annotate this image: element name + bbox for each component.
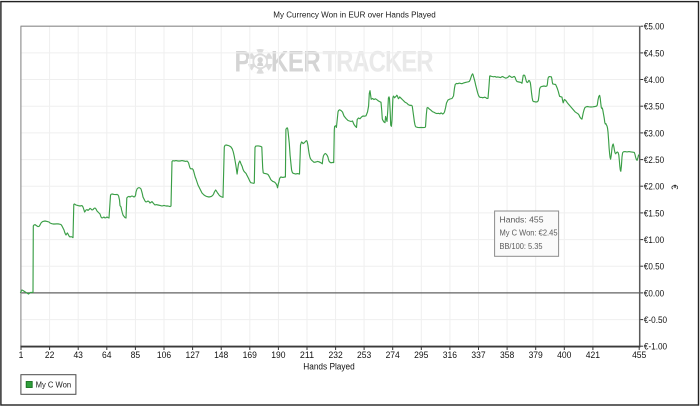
svg-text:My Currency Won in EUR over Ha: My Currency Won in EUR over Hands Played xyxy=(273,9,436,19)
svg-text:€3.00: €3.00 xyxy=(644,128,664,138)
svg-text:€5.00: €5.00 xyxy=(644,22,664,32)
svg-text:232: 232 xyxy=(328,350,342,360)
svg-text:1: 1 xyxy=(19,350,24,360)
svg-text:My C Won: My C Won xyxy=(36,380,72,390)
svg-text:€4.00: €4.00 xyxy=(644,75,664,85)
svg-text:421: 421 xyxy=(586,350,600,360)
svg-text:TRACKER: TRACKER xyxy=(323,44,434,78)
svg-text:KER: KER xyxy=(271,44,321,78)
svg-text:316: 316 xyxy=(443,350,457,360)
svg-text:€0.50: €0.50 xyxy=(644,262,664,272)
svg-text:455: 455 xyxy=(632,350,646,360)
svg-text:€-1.00: €-1.00 xyxy=(644,342,667,352)
svg-text:274: 274 xyxy=(386,350,400,360)
svg-text:43: 43 xyxy=(73,350,83,360)
svg-text:211: 211 xyxy=(300,350,314,360)
svg-text:379: 379 xyxy=(529,350,543,360)
svg-text:€3.50: €3.50 xyxy=(644,102,664,112)
svg-text:169: 169 xyxy=(243,350,257,360)
svg-text:€-0.50: €-0.50 xyxy=(644,315,667,325)
svg-text:€0.00: €0.00 xyxy=(644,288,664,298)
svg-text:400: 400 xyxy=(557,350,571,360)
svg-text:85: 85 xyxy=(131,350,141,360)
svg-text:253: 253 xyxy=(357,350,371,360)
svg-text:Hands Played: Hands Played xyxy=(303,362,355,372)
svg-text:€4.50: €4.50 xyxy=(644,48,664,58)
svg-text:295: 295 xyxy=(414,350,428,360)
svg-text:€2.00: €2.00 xyxy=(644,182,664,192)
svg-text:127: 127 xyxy=(185,350,199,360)
svg-text:€: € xyxy=(670,184,680,189)
svg-text:22: 22 xyxy=(45,350,55,360)
svg-text:€1.50: €1.50 xyxy=(644,208,664,218)
svg-text:337: 337 xyxy=(471,350,485,360)
svg-text:BB/100: 5.35: BB/100: 5.35 xyxy=(500,241,543,251)
svg-text:358: 358 xyxy=(500,350,514,360)
svg-text:My C Won: €2.45: My C Won: €2.45 xyxy=(500,228,558,238)
svg-text:Hands: 455: Hands: 455 xyxy=(500,215,544,225)
svg-text:64: 64 xyxy=(102,350,112,360)
svg-text:148: 148 xyxy=(214,350,228,360)
svg-text:€1.00: €1.00 xyxy=(644,235,664,245)
svg-text:190: 190 xyxy=(271,350,285,360)
svg-text:€2.50: €2.50 xyxy=(644,155,664,165)
svg-text:106: 106 xyxy=(157,350,171,360)
